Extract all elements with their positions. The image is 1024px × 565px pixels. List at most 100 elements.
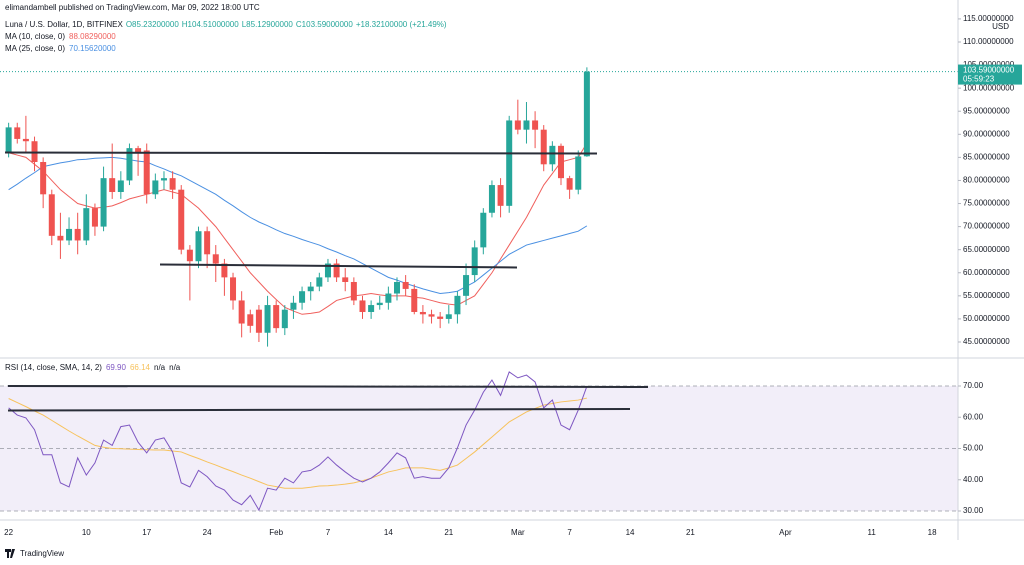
y-tick-label: 85.00000000 [963, 152, 1010, 161]
candle [264, 295, 271, 347]
x-tick-label: Apr [779, 528, 792, 537]
candle-body [385, 293, 392, 303]
candle-body [238, 300, 245, 324]
candle [411, 284, 418, 315]
candle-body [160, 178, 167, 181]
candle-body [204, 231, 211, 255]
y-tick-label: 65.00000000 [963, 245, 1010, 254]
candle [575, 150, 582, 195]
candle [376, 295, 383, 310]
candle-body [83, 208, 90, 241]
candle-body [359, 300, 366, 312]
candle-body [575, 156, 582, 190]
candle [212, 245, 219, 282]
ma-line [8, 156, 588, 295]
candle [506, 115, 513, 213]
legend-ma10: MA (10, close, 0) 88.08290000 [5, 32, 116, 41]
legend-value: n/a [154, 363, 166, 372]
candle [523, 101, 530, 144]
legend-main: Luna / U.S. Dollar, 1D, BITFINEX O85.2320… [5, 20, 447, 29]
candle [385, 286, 392, 310]
candle-body [471, 247, 478, 276]
candle [428, 309, 435, 324]
candle [471, 240, 478, 282]
y-tick-label: 75.00000000 [963, 199, 1010, 208]
y-tick-label: 115.00000000 [963, 14, 1014, 23]
brand-logo [5, 549, 15, 558]
rsi-line [8, 371, 588, 512]
y-tick-label: 45.00000000 [963, 337, 1010, 346]
x-tick-label: 10 [82, 528, 91, 537]
candle [350, 277, 357, 306]
candle-body [221, 263, 228, 278]
countdown: 05:59:23 [963, 75, 995, 84]
candle-body [532, 120, 539, 130]
candle-body [437, 316, 444, 319]
brand-name: TradingView [20, 549, 64, 558]
x-tick-label: 22 [4, 528, 13, 537]
trend-line [159, 263, 518, 269]
candle [566, 175, 573, 199]
candle [126, 143, 133, 186]
candle-body [14, 127, 21, 139]
candle [160, 171, 167, 190]
candle-body [109, 178, 116, 192]
candle-body [66, 228, 73, 241]
candle [238, 291, 245, 338]
candle [307, 281, 314, 301]
labels-layer: elimandambell published on TradingView.c… [4, 3, 1022, 558]
ohlc-change: +18.32100000 (+21.49%) [356, 20, 447, 29]
candle-body [566, 178, 573, 190]
candle-body [333, 263, 340, 278]
candle-body [40, 161, 47, 195]
candle-body [22, 138, 29, 142]
x-tick-label: 7 [567, 528, 572, 537]
candle [14, 122, 21, 144]
rsi-tick-label: 70.00 [963, 381, 984, 390]
candle [333, 258, 340, 282]
candle-body [281, 309, 288, 329]
candle [83, 194, 90, 246]
chart-title: Luna / U.S. Dollar, 1D, BITFINEX [5, 20, 123, 29]
y-tick-label: 95.00000000 [963, 106, 1010, 115]
legend-value: n/a [169, 363, 181, 372]
candle-body [394, 281, 401, 294]
price-unit: USD [992, 22, 1009, 31]
candle [316, 272, 323, 292]
ohlc-high: H104.51000000 [182, 20, 239, 29]
candle [497, 178, 504, 218]
candle-body [91, 208, 98, 227]
candle-body [368, 305, 375, 312]
candle [40, 157, 47, 209]
candle [204, 226, 211, 269]
candle-body [135, 148, 142, 153]
candle [247, 309, 254, 333]
legend-name: MA (10, close, 0) [5, 32, 65, 41]
candle-body [454, 295, 461, 315]
candle-body [445, 314, 452, 319]
legend-value: 69.90 [106, 363, 127, 372]
trend-line [7, 385, 649, 388]
candle-body [557, 145, 564, 179]
brand: TradingView [5, 549, 64, 558]
candle [255, 305, 262, 342]
candle-body [402, 281, 409, 289]
candle [135, 145, 142, 176]
x-tick-label: 7 [326, 528, 331, 537]
candle [100, 166, 107, 232]
y-tick-label: 100.00000000 [963, 83, 1015, 92]
candle-body [247, 314, 254, 326]
candle-body [264, 305, 271, 333]
candle-body [324, 263, 331, 278]
candle-body [117, 180, 124, 192]
candle-body [463, 275, 470, 296]
candle-body [126, 148, 133, 181]
x-tick-label: 21 [444, 528, 453, 537]
candle [540, 125, 547, 172]
price-axis-background [958, 0, 1024, 565]
candle [437, 311, 444, 329]
trend-line [4, 151, 598, 155]
ohlc-low: L85.12900000 [242, 20, 294, 29]
candle-body [178, 189, 185, 250]
